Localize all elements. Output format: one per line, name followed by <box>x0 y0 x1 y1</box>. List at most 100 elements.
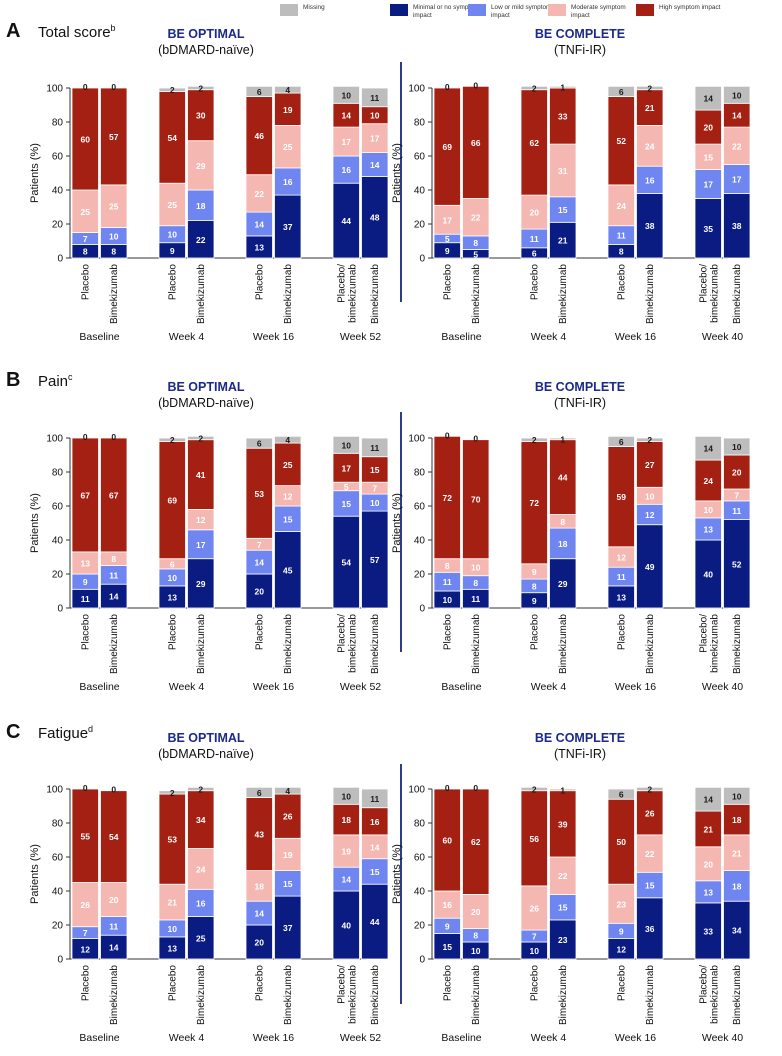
bar-value-label: 17 <box>342 137 352 147</box>
bar-value-label: 8 <box>111 554 116 564</box>
bar-value-label: 14 <box>342 111 352 121</box>
bar-value-label: 10 <box>732 791 742 801</box>
bar-value-label: 17 <box>342 463 352 473</box>
bar-value-label: 26 <box>81 900 91 910</box>
bar-value-label: 15 <box>283 879 293 889</box>
bar-value-label: 10 <box>471 563 481 573</box>
bar-value-label: 10 <box>370 111 380 121</box>
bar-value-label: 24 <box>617 201 627 211</box>
bar-value-label: 13 <box>81 558 91 568</box>
bar-value-label: 29 <box>196 579 206 589</box>
bar-value-label: 20 <box>704 123 714 133</box>
bar-segment <box>361 858 389 885</box>
bar-value-label: 56 <box>530 834 540 844</box>
study-subtitle: (bDMARD-naïve) <box>158 43 254 57</box>
bar-segment <box>549 221 577 259</box>
bar-value-label: 36 <box>645 924 655 934</box>
y-tick-label: 80 <box>52 468 64 479</box>
bar-segment <box>520 437 548 442</box>
bar-segment <box>694 902 722 960</box>
bar-value-label: 17 <box>704 180 714 190</box>
bar-value-label: 2 <box>198 785 203 795</box>
y-axis-label: Patients (%) <box>29 143 41 203</box>
y-tick-label: 60 <box>52 853 64 864</box>
bar-segment <box>433 435 461 560</box>
bar-value-label: 14 <box>255 909 265 919</box>
y-tick-label: 100 <box>46 434 63 445</box>
x-category-label: bimekizumab <box>347 264 358 323</box>
bar-value-label: 30 <box>196 111 206 121</box>
x-group-label: Week 4 <box>169 681 205 693</box>
panel-letter: B <box>6 369 20 391</box>
bar-value-label: 16 <box>283 177 293 187</box>
bar-value-label: 6 <box>532 248 537 258</box>
x-category-label: Placebo <box>529 965 540 1002</box>
bar-segment <box>694 435 722 461</box>
bar-segment <box>158 91 186 184</box>
bar-segment <box>433 204 461 235</box>
bar-segment <box>332 490 360 517</box>
bar-value-label: 11 <box>370 93 379 103</box>
bar-segment <box>433 788 461 892</box>
bar-segment <box>694 810 722 848</box>
bar-segment <box>158 182 186 227</box>
bar-segment <box>187 85 215 91</box>
bar-value-label: 44 <box>342 216 352 226</box>
bar-value-label: 12 <box>81 944 91 954</box>
x-category-label: Bimekizumab <box>109 264 120 324</box>
bar-segment <box>636 790 664 836</box>
bar-segment <box>71 882 99 928</box>
x-category-label: Placebo <box>167 965 178 1002</box>
bar-segment <box>332 452 360 483</box>
bar-segment <box>636 440 664 488</box>
bar-value-label: 6 <box>170 559 175 569</box>
bar-segment <box>549 790 577 858</box>
bar-segment <box>187 89 215 142</box>
bar-segment <box>520 194 548 230</box>
bar-segment <box>71 189 99 233</box>
y-tick-label: 60 <box>414 502 426 513</box>
bar-value-label: 14 <box>704 795 714 805</box>
bar-value-label: 11 <box>109 570 118 580</box>
bar-value-label: 11 <box>617 572 626 582</box>
x-category-label: Bimekizumab <box>370 614 381 674</box>
bar-segment <box>361 788 389 809</box>
bar-value-label: 7 <box>372 484 377 494</box>
bar-value-label: 62 <box>530 138 540 148</box>
bar-segment <box>694 143 722 171</box>
bar-value-label: 0 <box>111 432 116 442</box>
y-axis-label: Patients (%) <box>391 493 403 553</box>
bar-segment <box>549 856 577 895</box>
x-group-label: Baseline <box>79 1032 119 1044</box>
x-category-label: bimekizumab <box>709 614 720 673</box>
bar-value-label: 15 <box>342 499 352 509</box>
x-category-label: Bimekizumab <box>109 614 120 674</box>
bar-value-label: 0 <box>445 82 450 92</box>
bar-value-label: 15 <box>558 205 568 215</box>
x-category-label: Placebo <box>80 264 91 301</box>
bar-segment <box>636 192 664 259</box>
x-category-label: Bimekizumab <box>645 965 656 1025</box>
bar-value-label: 7 <box>83 928 88 938</box>
bar-value-label: 8 <box>111 247 116 257</box>
bar-value-label: 40 <box>342 921 352 931</box>
bar-value-label: 8 <box>473 238 478 248</box>
bar-segment <box>71 437 99 553</box>
bar-segment <box>607 85 635 97</box>
x-group-label: Week 4 <box>169 331 205 343</box>
bar-value-label: 16 <box>645 175 655 185</box>
bar-segment <box>723 85 751 104</box>
bar-value-label: 22 <box>645 849 655 859</box>
bar-value-label: 67 <box>109 490 119 500</box>
bar-value-label: 13 <box>617 592 627 602</box>
bar-value-label: 25 <box>81 207 91 217</box>
bar-value-label: 2 <box>170 788 175 798</box>
bar-segment <box>636 897 664 960</box>
bar-value-label: 1 <box>560 83 565 93</box>
bar-value-label: 11 <box>443 577 452 587</box>
bar-value-label: 17 <box>443 215 453 225</box>
x-category-label: Placebo <box>254 264 265 301</box>
bar-segment <box>636 871 664 899</box>
bar-value-label: 10 <box>645 491 655 501</box>
bar-value-label: 2 <box>198 84 203 94</box>
